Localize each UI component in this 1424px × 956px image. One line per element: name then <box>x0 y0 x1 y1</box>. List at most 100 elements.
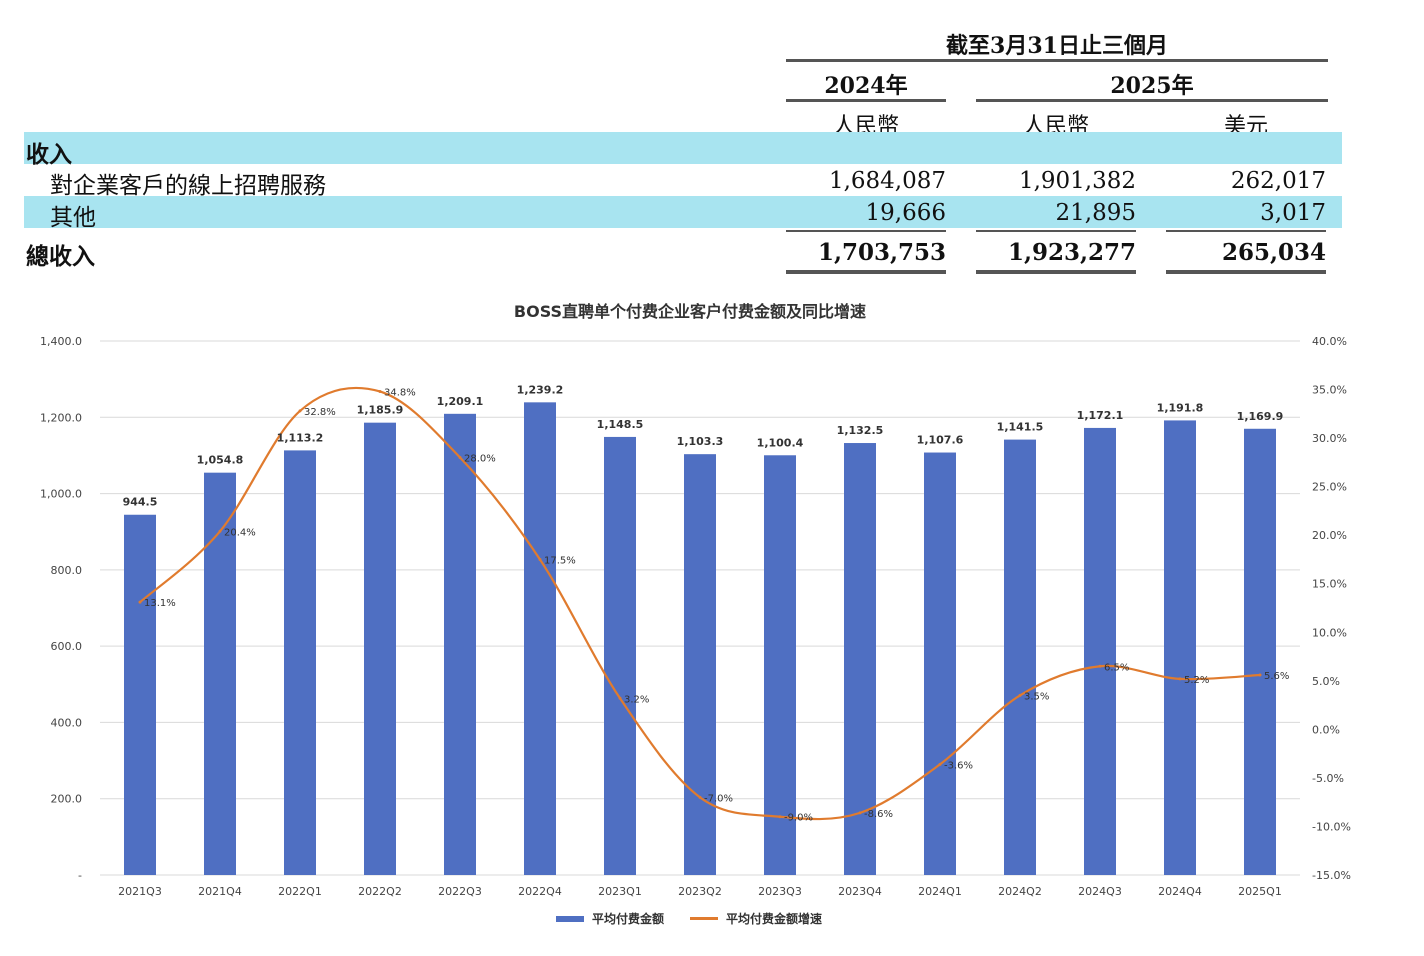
bar-value-label: 1,185.9 <box>357 404 404 417</box>
bar <box>524 402 556 875</box>
y-left-tick-label: 1,200.0 <box>40 411 82 424</box>
growth-point <box>138 600 142 604</box>
total-rule-2025 <box>976 230 1136 232</box>
growth-value-label: 34.8% <box>384 387 416 398</box>
row-label: 其他 <box>50 205 96 231</box>
growth-value-label: 3.5% <box>1024 691 1049 702</box>
bar <box>1244 428 1276 875</box>
bar <box>364 422 396 875</box>
legend-line-label: 平均付费金额增速 <box>726 912 823 926</box>
y-left-tick-label: - <box>78 869 82 882</box>
bar <box>204 472 236 875</box>
y-left-tick-label: 1,000.0 <box>40 488 82 501</box>
total-rule-usd <box>1166 230 1326 232</box>
bar <box>924 452 956 875</box>
y-right-tick-label: 25.0% <box>1312 481 1347 494</box>
x-tick-label: 2022Q4 <box>518 885 562 898</box>
bar <box>764 455 796 875</box>
total-underline-usd <box>1166 270 1326 274</box>
growth-point <box>1178 677 1182 681</box>
y-right-tick-label: 30.0% <box>1312 432 1347 445</box>
y-left-tick-label: 600.0 <box>51 640 83 653</box>
row-value-2025: 21,895 <box>1055 200 1136 226</box>
growth-value-label: 17.5% <box>544 555 576 566</box>
row-band <box>24 196 1342 228</box>
bar-value-label: 1,107.6 <box>917 434 964 447</box>
year-2025-header: 2025年 <box>1110 73 1194 99</box>
row-value-usd: 3,017 <box>1260 200 1326 226</box>
growth-point <box>378 389 382 393</box>
bar-value-label: 1,100.4 <box>757 436 804 449</box>
bar <box>1004 439 1036 875</box>
row-value-2025: 1,901,382 <box>1018 168 1136 194</box>
bar-value-label: 1,209.1 <box>437 395 484 408</box>
x-tick-label: 2023Q4 <box>838 885 882 898</box>
x-tick-label: 2022Q1 <box>278 885 322 898</box>
total-rule-2024 <box>786 230 946 232</box>
bar <box>284 450 316 875</box>
chart-title: BOSS直聘单个付费企业客户付费金额及同比增速 <box>514 302 866 321</box>
period-header: 截至3月31日止三個月 <box>946 33 1168 59</box>
growth-point <box>938 762 942 766</box>
y-right-tick-label: 0.0% <box>1312 723 1340 736</box>
year-2024-underline <box>786 99 946 102</box>
legend-bar-label: 平均付费金额 <box>592 912 665 926</box>
row-value-2024: 19,666 <box>865 200 946 226</box>
year-2024-header: 2024年 <box>824 73 908 99</box>
growth-value-label: -8.6% <box>864 809 893 820</box>
x-tick-label: 2024Q3 <box>1078 885 1122 898</box>
growth-point <box>1258 673 1262 677</box>
bar-value-label: 1,172.1 <box>1077 409 1124 422</box>
y-right-tick-label: 5.0% <box>1312 675 1340 688</box>
y-right-tick-label: 10.0% <box>1312 626 1347 639</box>
growth-point <box>618 696 622 700</box>
revenue-table: 截至3月31日止三個月 2024年 2025年 人民幣 人民幣 美元 收入 對企… <box>24 20 1342 278</box>
x-tick-label: 2021Q4 <box>198 885 242 898</box>
x-tick-label: 2023Q2 <box>678 885 722 898</box>
growth-value-label: -7.0% <box>704 793 733 804</box>
total-underline-2024 <box>786 270 946 274</box>
y-right-tick-label: 35.0% <box>1312 384 1347 397</box>
bar <box>604 436 636 875</box>
growth-point <box>218 529 222 533</box>
x-tick-label: 2024Q1 <box>918 885 962 898</box>
year-2025-underline <box>976 99 1328 102</box>
row-label: 對企業客戶的線上招聘服務 <box>50 173 326 199</box>
bar-value-label: 1,141.5 <box>997 421 1044 434</box>
growth-value-label: 32.8% <box>304 407 336 418</box>
x-tick-label: 2025Q1 <box>1238 885 1282 898</box>
x-tick-label: 2021Q3 <box>118 885 162 898</box>
growth-value-label: 3.2% <box>624 694 649 705</box>
y-left-tick-label: 1,400.0 <box>40 335 82 348</box>
y-left-tick-label: 400.0 <box>51 716 83 729</box>
bar-value-label: 1,169.9 <box>1237 410 1284 423</box>
section-label: 收入 <box>26 141 72 168</box>
y-right-tick-label: 20.0% <box>1312 529 1347 542</box>
section-band <box>24 132 1342 164</box>
growth-point <box>1018 693 1022 697</box>
y-right-tick-label: 15.0% <box>1312 578 1347 591</box>
arpu-chart: BOSS直聘单个付费企业客户付费金额及同比增速 944.5 1,054.8 1,11… <box>40 302 1351 898</box>
bar <box>844 443 876 875</box>
period-underline <box>786 59 1328 62</box>
y-right-tick-label: 40.0% <box>1312 335 1347 348</box>
growth-point <box>698 795 702 799</box>
growth-value-label: -3.6% <box>944 760 973 771</box>
bar-value-label: 1,148.5 <box>597 418 644 431</box>
growth-point <box>538 557 542 561</box>
bar-value-label: 1,103.3 <box>677 435 724 448</box>
growth-value-label: 6.5% <box>1104 662 1129 673</box>
y-right-tick-label: -5.0% <box>1312 772 1344 785</box>
x-tick-label: 2024Q4 <box>1158 885 1202 898</box>
total-underline-2025 <box>976 270 1136 274</box>
x-tick-label: 2024Q2 <box>998 885 1042 898</box>
growth-value-label: 28.0% <box>464 454 496 465</box>
bar <box>444 413 476 875</box>
bar-value-label: 1,239.2 <box>517 383 564 396</box>
total-label: 總收入 <box>26 243 95 270</box>
bar <box>1164 420 1196 875</box>
legend-bar-swatch <box>556 915 584 922</box>
growth-value-label: 5.2% <box>1184 675 1209 686</box>
x-tick-label: 2023Q1 <box>598 885 642 898</box>
bar <box>1084 427 1116 875</box>
